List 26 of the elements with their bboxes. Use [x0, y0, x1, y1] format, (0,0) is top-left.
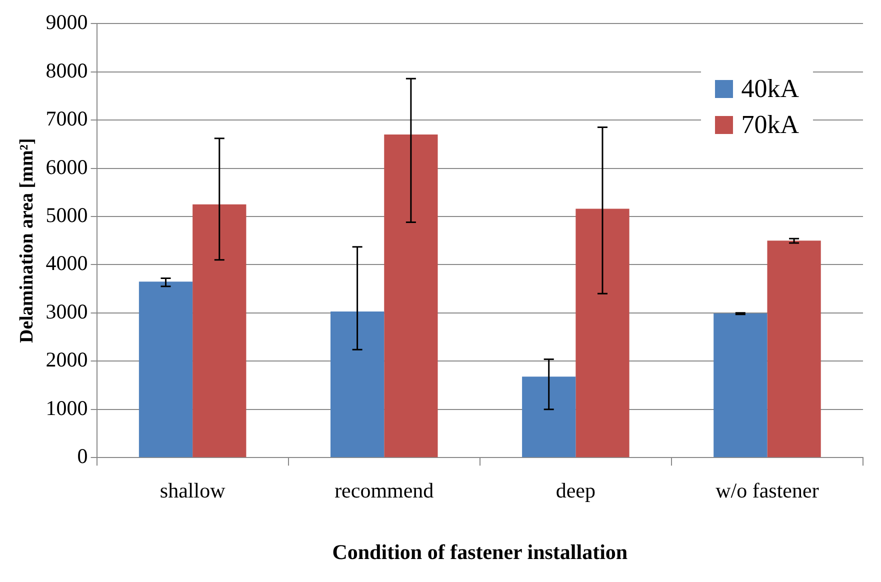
y-tick-label: 2000	[46, 348, 88, 372]
y-tick-label: 4000	[46, 251, 88, 276]
y-tick-label: 3000	[46, 299, 88, 324]
y-tick-label: 5000	[46, 203, 88, 228]
legend-label: 70kA	[741, 110, 799, 140]
bar	[576, 208, 630, 458]
bar	[522, 376, 576, 458]
y-axis-title: Delamination area [mm²]	[16, 138, 38, 344]
bar	[138, 282, 193, 458]
bar	[714, 313, 768, 458]
y-tick-label: 8000	[46, 58, 88, 82]
x-tick-label: shallow	[160, 478, 226, 503]
x-axis-title: Condition of fastener installation	[332, 540, 628, 564]
bar	[384, 134, 438, 458]
bar	[767, 240, 821, 458]
y-tick-label: 1000	[46, 396, 88, 420]
x-tick-label: deep	[556, 478, 596, 503]
x-tick-label: w/o fastener	[716, 478, 819, 503]
x-tick-label: recommend	[334, 478, 434, 503]
y-tick-label: 6000	[46, 154, 88, 179]
y-tick-label: 9000	[46, 10, 88, 34]
bar	[330, 311, 384, 458]
bar	[192, 204, 246, 458]
y-tick-label: 7000	[46, 106, 88, 131]
y-tick-label: 0	[77, 444, 88, 468]
legend-label: 40kA	[741, 74, 799, 104]
